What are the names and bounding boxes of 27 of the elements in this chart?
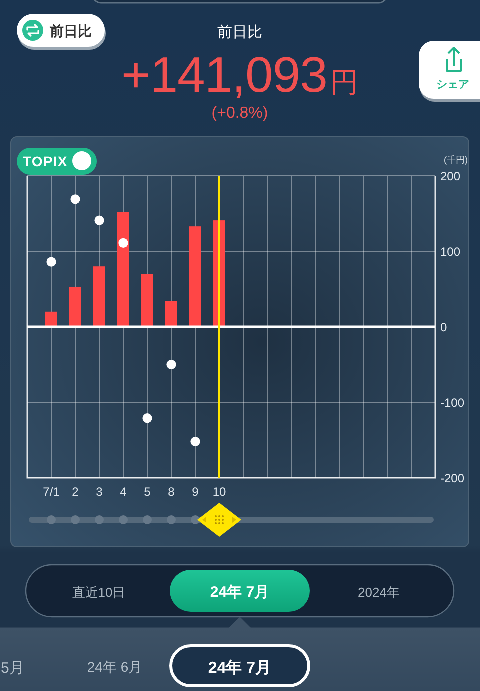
x-tick-label: 5	[144, 485, 152, 499]
y-tick-label: 100	[440, 245, 461, 259]
x-tick-label: 10	[212, 485, 226, 499]
text: 前日比	[49, 23, 92, 39]
y-tick-label: 200	[440, 170, 461, 184]
y-tick-label: -100	[440, 396, 465, 410]
text: シェア	[436, 79, 470, 91]
y-tick-label: -200	[440, 472, 465, 486]
text: 2024年	[358, 585, 400, 600]
text: 24年 6月	[87, 659, 143, 675]
chart-subtitle: +141,093円	[122, 47, 358, 103]
x-tick-label: 4	[120, 485, 128, 499]
y-axis-title: (千円)	[444, 155, 468, 165]
text: 24年 7月	[208, 659, 272, 677]
legend: TOPIX	[17, 148, 97, 175]
x-tick-label: 9	[192, 485, 200, 499]
text: 5月	[1, 660, 24, 677]
x-tick-label: 7/1	[43, 485, 60, 499]
text: 24年 7月	[210, 584, 270, 601]
text: (+0.8%)	[212, 105, 268, 122]
x-tick-label: 3	[96, 485, 104, 499]
chart-title: 前日比	[218, 24, 262, 41]
y-tick-label: 0	[440, 320, 448, 334]
text: 直近10日	[72, 585, 126, 600]
x-tick-label: 8	[168, 485, 176, 499]
x-tick-label: 2	[72, 485, 80, 499]
legend-label: TOPIX	[23, 154, 68, 170]
